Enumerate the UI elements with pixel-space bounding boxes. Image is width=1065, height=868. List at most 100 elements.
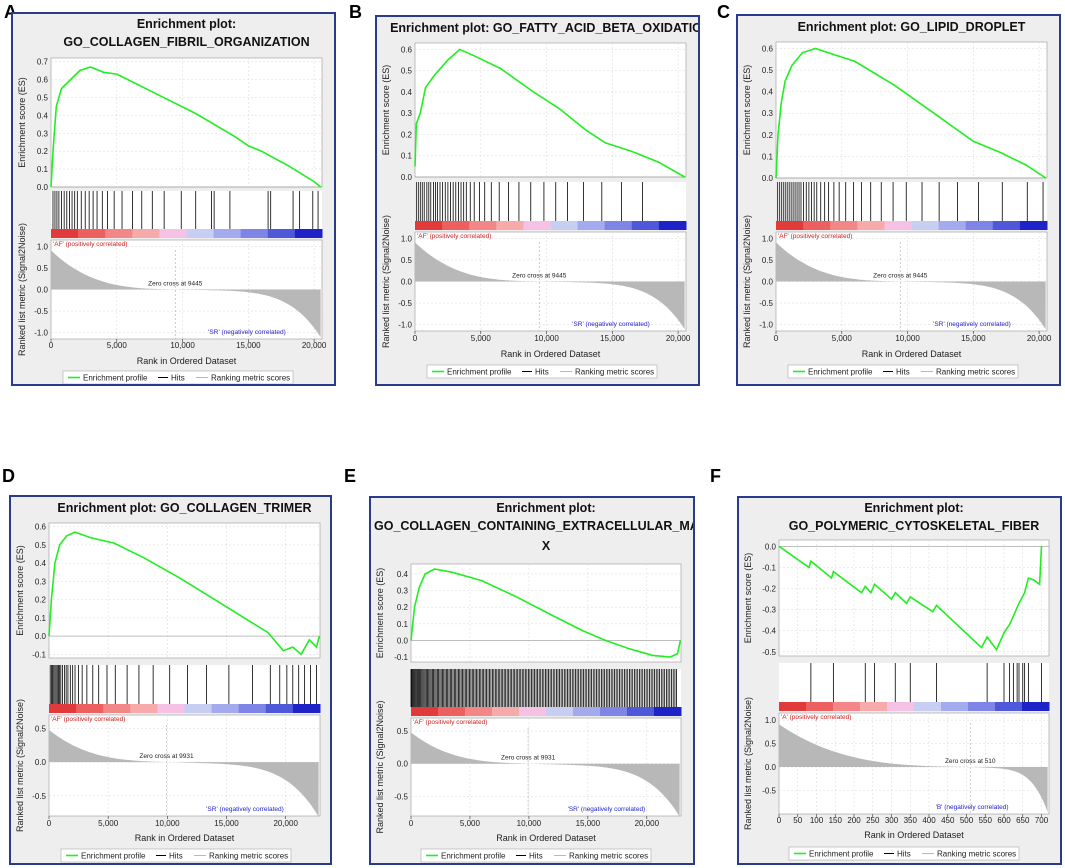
rank-heatmap-segment	[519, 707, 547, 716]
rank-heatmap-segment	[884, 221, 912, 230]
es-tick-label: 0.6	[35, 523, 47, 532]
legend-hits-label: Hits	[169, 852, 183, 861]
chart-title-line: X	[542, 539, 551, 553]
rank-heatmap-segment	[941, 702, 969, 711]
ranking-metric-area	[415, 242, 685, 330]
gsea-plot-frame-c: Enrichment plot: GO_LIPID_DROPLET 0.0 0.1 0…	[736, 14, 1061, 386]
zero-cross-label: Zero cross at 9931	[501, 755, 556, 762]
es-tick-label: 0.4	[35, 559, 47, 568]
x-tick-label: 350	[904, 816, 918, 825]
rank-tick-label: -0.5	[32, 792, 46, 801]
es-tick-label: 0.3	[397, 587, 409, 596]
x-tick-label: 0	[47, 819, 52, 828]
es-tick-label: 0.5	[37, 93, 49, 102]
rank-heatmap-segment	[523, 221, 551, 230]
rank-heatmap-segment	[658, 221, 687, 230]
rank-heatmap-segment	[550, 221, 579, 230]
panel-letter-f: F	[710, 466, 721, 486]
negative-label: 'SR' (negatively correlated)	[572, 321, 650, 328]
chart-title-line: GO_COLLAGEN_FIBRIL_ORGANIZATION	[63, 35, 309, 49]
rank-heatmap-segment	[438, 707, 466, 716]
legend-hits-label: Hits	[897, 850, 911, 859]
legend-enrichment-label: Enrichment profile	[808, 368, 873, 377]
es-tick-label: 0.0	[762, 174, 774, 183]
es-tick-label: 0.6	[401, 45, 413, 54]
hits-area	[779, 663, 1049, 702]
es-tick-label: 0.2	[401, 130, 413, 139]
legend-enrichment-label: Enrichment profile	[83, 374, 148, 383]
hits-area	[415, 182, 686, 221]
rank-axis-label: Ranked list metric (Signal2Noise)	[17, 223, 27, 356]
rank-heatmap-segment	[159, 229, 187, 238]
positive-label: 'AF' (positively correlated)	[413, 719, 487, 726]
legend-ranking-label: Ranking metric scores	[569, 852, 648, 861]
rank-tick-label: -1.0	[34, 329, 48, 338]
rank-heatmap-segment	[654, 707, 682, 716]
rank-heatmap-segment	[465, 707, 493, 716]
enrichment-profile-line	[48, 531, 321, 656]
rank-heatmap-segment	[78, 229, 106, 238]
chart-title-line: Enrichment plot:	[864, 501, 963, 515]
rank-heatmap-segment	[573, 707, 601, 716]
x-tick-label: 550	[979, 816, 993, 825]
x-tick-label: 20,000	[273, 819, 298, 828]
x-tick-label: 20,000	[302, 341, 327, 350]
negative-label: 'SR' (negatively correlated)	[933, 321, 1011, 328]
rank-tick-label: 0.5	[401, 256, 413, 265]
rank-tick-label: 1.0	[765, 716, 777, 725]
rank-tick-label: -0.5	[34, 307, 48, 316]
x-tick-label: 5,000	[98, 819, 119, 828]
rank-tick-label: -0.5	[398, 299, 412, 308]
chart-title-line: Enrichment plot: GO_COLLAGEN_TRIMER	[57, 501, 311, 515]
es-plot-area	[778, 539, 1050, 657]
es-tick-label: 0.2	[762, 131, 774, 140]
panel-letter-b: B	[349, 2, 362, 22]
zero-cross-label: Zero cross at 9445	[512, 273, 567, 280]
rank-axis-label: Ranked list metric (Signal2Noise)	[742, 215, 752, 348]
rank-tick-label: 0.5	[765, 740, 777, 749]
enrichment-profile-line	[410, 568, 682, 658]
x-tick-label: 400	[922, 816, 936, 825]
rank-heatmap-segment	[995, 702, 1023, 711]
chart-title-line: Enrichment plot: GO_FATTY_ACID_BETA_OXID…	[390, 21, 698, 35]
enrichment-profile-line	[414, 48, 686, 178]
rank-tick-label: 0.0	[762, 278, 774, 287]
rank-heatmap-segment	[184, 704, 213, 713]
legend-box	[60, 848, 292, 863]
x-tick-label: 500	[960, 816, 974, 825]
legend-ranking-label: Ranking metric scores	[937, 850, 1016, 859]
gsea-plot-frame-d: Enrichment plot: GO_COLLAGEN_TRIMER -0.1 0…	[9, 495, 332, 865]
gsea-plot-b: Enrichment plot: GO_FATTY_ACID_BETA_OXID…	[381, 21, 698, 379]
es-tick-label: 0.0	[35, 632, 47, 641]
rank-tick-label: 1.0	[762, 234, 774, 243]
x-tick-label: 5,000	[471, 334, 492, 343]
es-tick-label: 0.0	[765, 542, 777, 551]
gsea-plot-frame-b: Enrichment plot: GO_FATTY_ACID_BETA_OXID…	[375, 15, 700, 386]
es-tick-label: 0.4	[762, 88, 774, 97]
gsea-plot-e: Enrichment plot: GO_COLLAGEN_CONTAINING_E…	[374, 501, 693, 863]
es-tick-label: 0.0	[401, 173, 413, 182]
rank-heatmap-segment	[238, 704, 267, 713]
rank-axis-label: Ranked list metric (Signal2Noise)	[375, 700, 385, 833]
rank-heatmap-segment	[965, 221, 994, 230]
es-axis-label: Enrichment score (ES)	[375, 568, 385, 659]
positive-label: 'AF' (positively correlated)	[778, 233, 852, 240]
rank-heatmap-segment	[860, 702, 888, 711]
legend-hits-label: Hits	[529, 852, 543, 861]
positive-label: 'AF' (positively correlated)	[53, 241, 127, 248]
rank-heatmap-segment	[294, 229, 323, 238]
rank-heatmap-segment	[265, 704, 294, 713]
negative-label: 'B' (negatively correlated)	[936, 804, 1009, 811]
x-tick-label: 15,000	[576, 819, 601, 828]
es-tick-label: 0.5	[762, 66, 774, 75]
es-tick-label: 0.3	[35, 577, 47, 586]
es-tick-label: 0.2	[35, 596, 47, 605]
x-tick-label: 10,000	[895, 334, 920, 343]
es-tick-label: 0.1	[35, 614, 47, 623]
rank-heatmap-segment	[442, 221, 470, 230]
x-tick-label: 10,000	[534, 334, 559, 343]
x-axis-label: Rank in Ordered Dataset	[862, 349, 962, 359]
rank-heatmap-segment	[806, 702, 834, 711]
x-axis-label: Rank in Ordered Dataset	[496, 833, 596, 843]
gsea-plot-d: Enrichment plot: GO_COLLAGEN_TRIMER -0.1 0…	[15, 501, 321, 863]
